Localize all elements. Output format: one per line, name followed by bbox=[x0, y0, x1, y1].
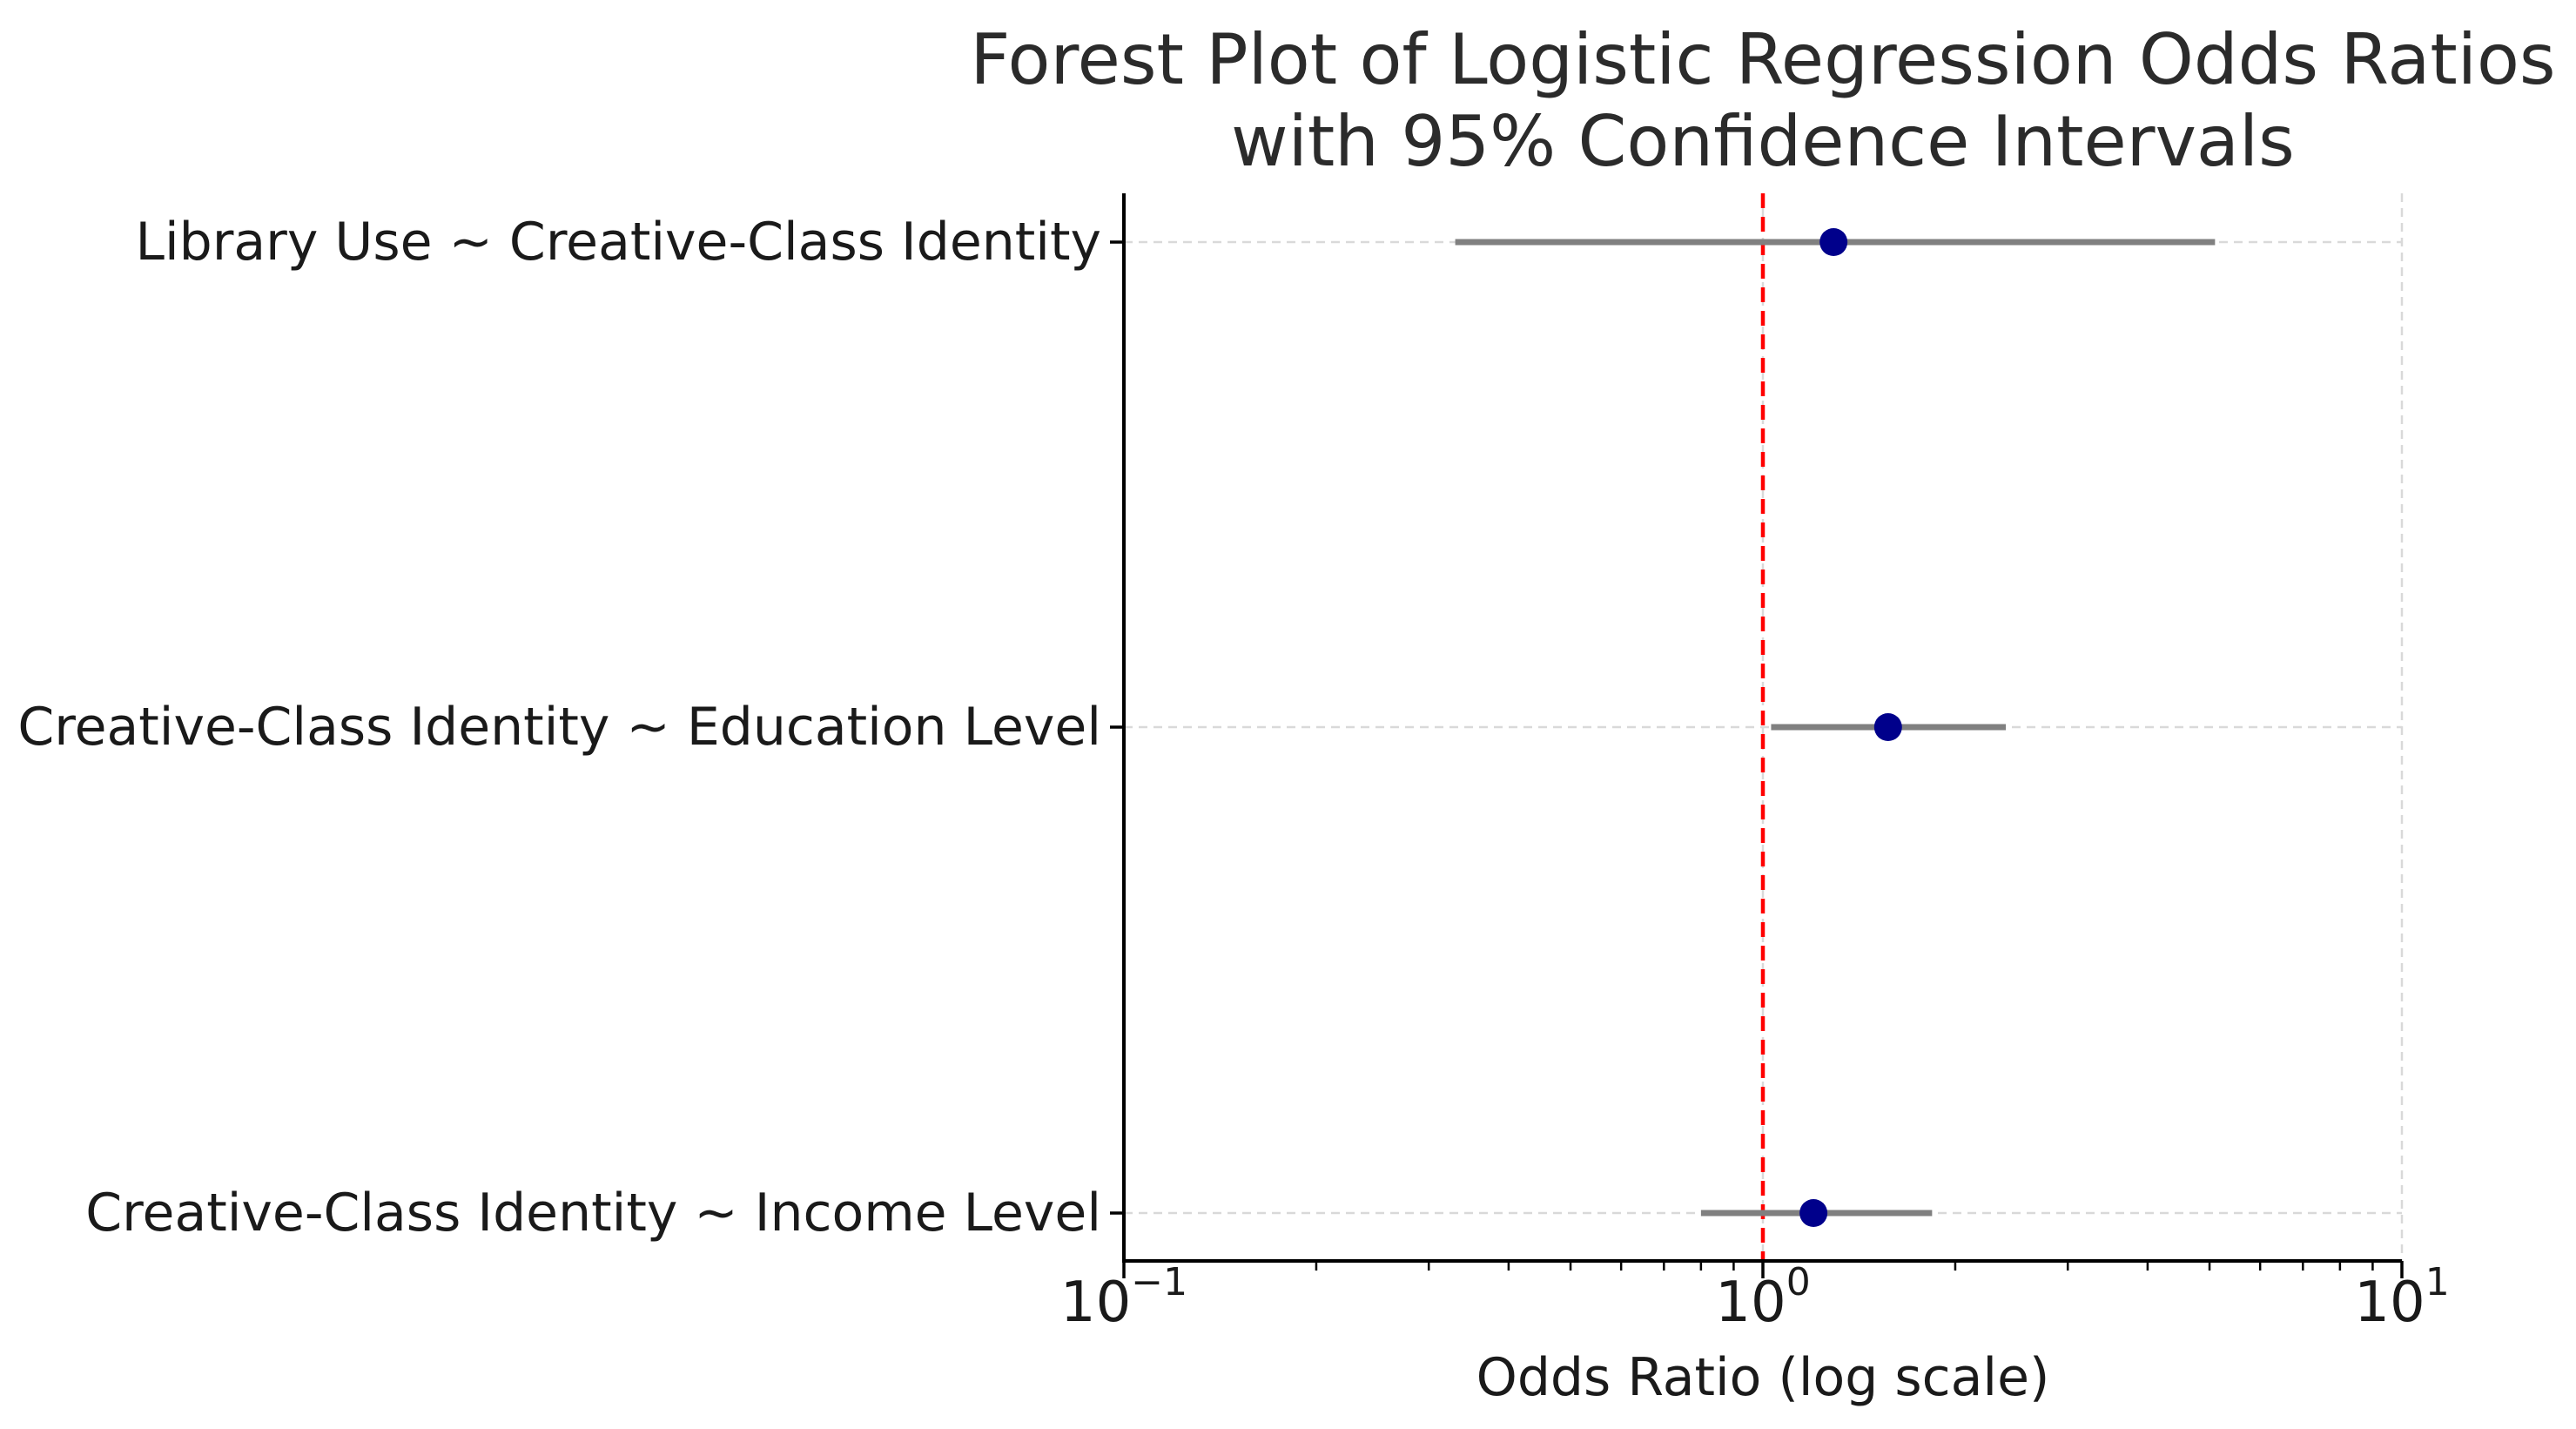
odds-ratio-point-1 bbox=[1873, 713, 1902, 741]
data-marks bbox=[1455, 228, 2216, 1227]
chart-title-line-1: Forest Plot of Logistic Regression Odds … bbox=[970, 19, 2555, 100]
y-tick-labels: Library Use ~ Creative-Class Identity Cre… bbox=[17, 212, 1101, 1244]
x-tick-exponent-1: 0 bbox=[1786, 1260, 1811, 1304]
x-tick-label-1: 100 bbox=[1715, 1260, 1810, 1335]
axes bbox=[1110, 193, 2404, 1278]
x-tick-base-2: 10 bbox=[2354, 1271, 2425, 1335]
x-tick-base-1: 10 bbox=[1715, 1271, 1786, 1335]
x-tick-exponent-0: −1 bbox=[1131, 1260, 1187, 1304]
odds-ratio-point-0 bbox=[1819, 228, 1848, 256]
x-tick-base-0: 10 bbox=[1060, 1271, 1131, 1335]
y-tick-label-1: Creative-Class Identity ~ Education Leve… bbox=[17, 697, 1101, 758]
x-tick-label-2: 101 bbox=[2354, 1260, 2449, 1335]
y-tick-label-2: Creative-Class Identity ~ Income Level bbox=[85, 1183, 1101, 1244]
chart-title: Forest Plot of Logistic Regression Odds … bbox=[970, 19, 2555, 182]
y-tick-label-0: Library Use ~ Creative-Class Identity bbox=[136, 212, 1101, 273]
x-axis-label: Odds Ratio (log scale) bbox=[1476, 1347, 2050, 1408]
x-tick-exponent-2: 1 bbox=[2425, 1260, 2450, 1304]
chart-title-line-2: with 95% Confidence Intervals bbox=[1231, 101, 2295, 182]
x-tick-label-0: 10−1 bbox=[1060, 1260, 1187, 1335]
x-tick-labels: 10−1 100 101 bbox=[1060, 1260, 2450, 1335]
odds-ratio-point-2 bbox=[1799, 1199, 1828, 1227]
